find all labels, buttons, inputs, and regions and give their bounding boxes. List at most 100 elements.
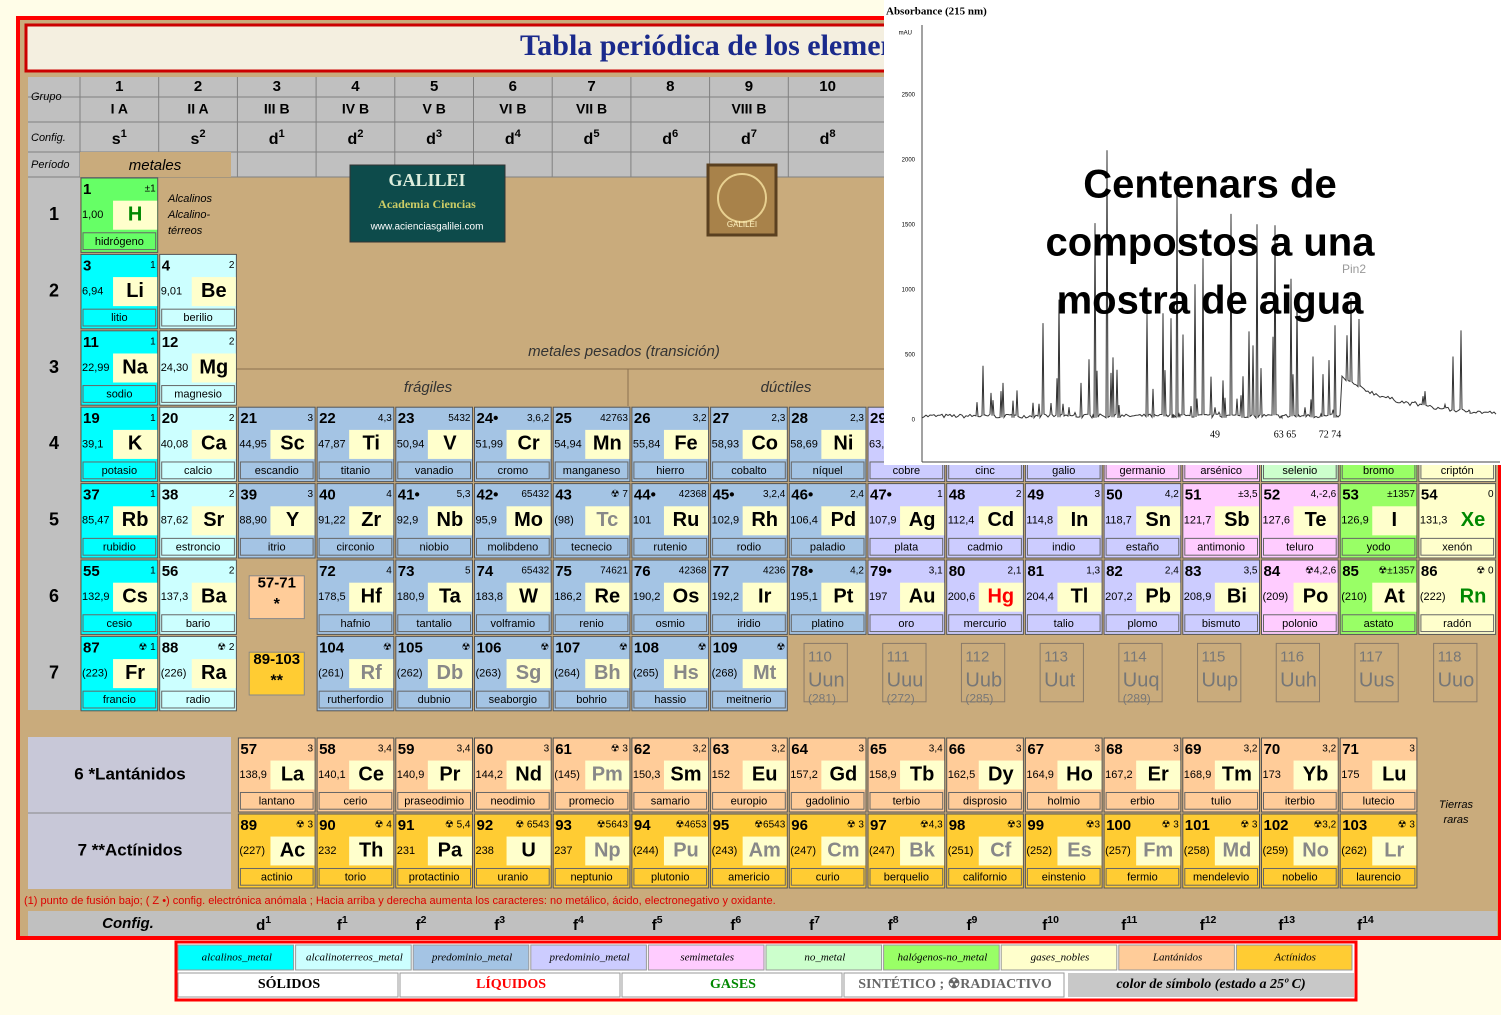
name-strip [633, 690, 708, 709]
element-name: estaño [1126, 541, 1159, 553]
symbol: Uun [808, 670, 845, 692]
state-label: GASES [710, 977, 756, 992]
name-strip [1105, 791, 1180, 810]
mass: 152 [712, 769, 730, 781]
atomic-number: 41• [398, 487, 420, 504]
name-strip [476, 614, 550, 633]
atomic-number: 103 [1342, 817, 1367, 834]
atomic-number: 28 [791, 410, 808, 427]
name-strip [1341, 614, 1416, 633]
element-name: iridio [737, 618, 760, 630]
config-label-base: f [1278, 917, 1284, 934]
symbol-box [1293, 582, 1338, 612]
symbol-box [427, 659, 472, 689]
element-name: torio [345, 872, 366, 884]
symbol: Rh [751, 509, 778, 531]
range-mark: * [274, 596, 281, 613]
symbol: Bh [594, 662, 621, 684]
range: 89-103 [253, 651, 300, 668]
period-number: 1 [49, 204, 59, 224]
symbol: Ti [362, 433, 379, 455]
atomic-number: 11 [83, 334, 99, 351]
atomic-number: 48 [949, 487, 966, 504]
element-name: litio [111, 312, 128, 324]
period-number: 3 [49, 357, 59, 377]
atomic-number: 105 [398, 639, 423, 656]
element-name: meitnerio [726, 694, 771, 706]
symbol-box [1136, 506, 1181, 536]
legend-swatch [1118, 944, 1235, 971]
element-name: curio [816, 872, 840, 884]
title: Tabla periódica de los elementos [520, 29, 934, 62]
name-strip [239, 791, 314, 810]
valence: 4 [386, 566, 392, 577]
band-label: frágiles [404, 379, 453, 396]
mass: (258) [1184, 845, 1210, 857]
valence: 3,4 [929, 744, 943, 755]
symbol: Lu [1382, 763, 1406, 785]
atomic-number: 46• [791, 487, 813, 504]
config-label-base: f [1042, 917, 1048, 934]
name-strip [82, 232, 157, 251]
element-name: neptunio [570, 872, 612, 884]
mass: (247) [790, 845, 816, 857]
name-strip [554, 690, 629, 709]
element-name: samario [651, 796, 690, 808]
mass: (243) [712, 845, 738, 857]
mass: (259) [1263, 845, 1289, 857]
symbol-box [349, 429, 394, 459]
valence: 4,2 [850, 566, 864, 577]
element-name: talio [1054, 618, 1074, 630]
config-label-exp: 2 [421, 914, 427, 926]
atomic-number: 111 [887, 648, 910, 665]
element-name: indio [1052, 541, 1075, 553]
valence: ☢5643 [597, 820, 629, 831]
symbol: Sr [203, 509, 224, 531]
mass: (264) [554, 668, 580, 680]
atomic-number: 78• [791, 563, 813, 580]
atomic-number: 71 [1342, 741, 1359, 758]
mass: 178,5 [318, 591, 346, 603]
config-label-exp: 1 [265, 914, 271, 926]
valence: ☢ [619, 642, 628, 653]
caption: mostra de aigua [1057, 279, 1365, 323]
legend-label: predominio_metal [548, 952, 629, 964]
valence: 74621 [600, 566, 628, 577]
mass: 150,3 [633, 769, 661, 781]
element-name: vanadio [415, 465, 454, 477]
symbol-box [585, 836, 630, 866]
symbol: Sg [516, 662, 542, 684]
valence: 1 [150, 489, 156, 500]
symbol-box [349, 582, 394, 612]
mass: 208,9 [1184, 591, 1212, 603]
element-name: holmio [1048, 796, 1080, 808]
name-strip [1026, 867, 1101, 886]
valence: ☢ 4 [374, 820, 392, 831]
logo-name: GALILEI [388, 170, 465, 190]
name-strip [712, 461, 786, 480]
element-name: erbio [1130, 796, 1154, 808]
legend-swatch [1000, 944, 1118, 971]
atomic-number: 95 [713, 817, 730, 834]
config-label-exp: 8 [893, 914, 899, 926]
name-strip [1263, 867, 1337, 886]
element-name: lantano [259, 796, 295, 808]
mass: (263) [476, 668, 502, 680]
symbol: V [443, 433, 457, 455]
rare-earths: raras [1443, 814, 1469, 826]
symbol: Pr [439, 763, 460, 785]
name-strip [161, 537, 235, 556]
element-name: circonio [336, 541, 374, 553]
overlay [884, 0, 1501, 465]
mass: 126,9 [1341, 515, 1369, 527]
footnote: (1) punto de fusión bajo; ( Z •) config.… [24, 895, 776, 907]
atomic-number: 56 [162, 563, 179, 580]
name-strip [397, 614, 471, 633]
atomic-number: 4 [162, 257, 171, 274]
group-label: VI B [499, 101, 526, 117]
group-label: IV B [342, 101, 369, 117]
undiscovered-box [1354, 642, 1399, 703]
group-number: 3 [273, 78, 281, 95]
element-name: platino [811, 618, 843, 630]
config-label-base: f [337, 917, 343, 934]
